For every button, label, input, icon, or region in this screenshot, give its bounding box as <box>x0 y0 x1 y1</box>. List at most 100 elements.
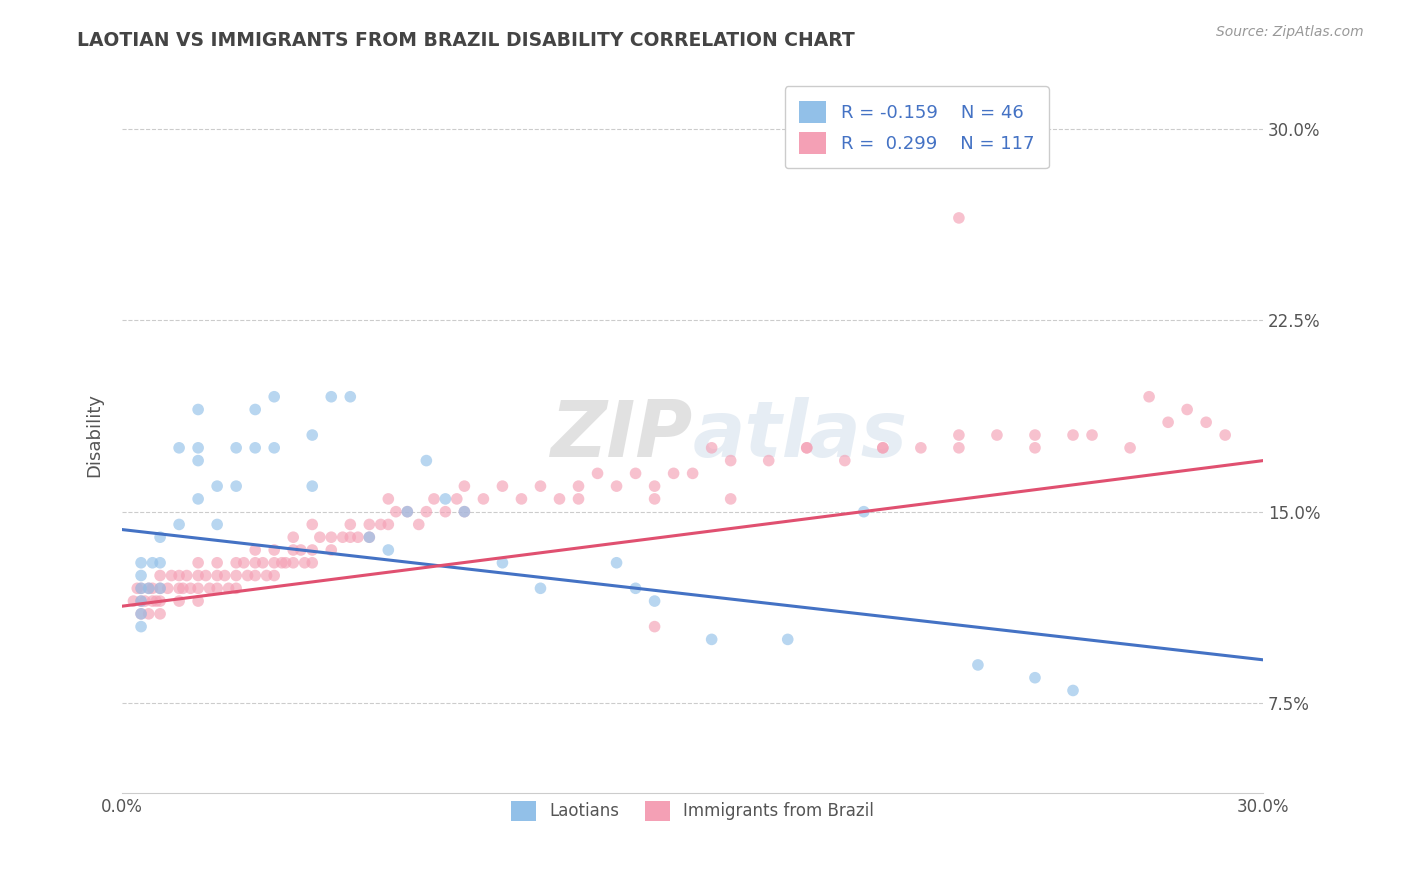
Point <box>332 530 354 544</box>
Point <box>339 517 361 532</box>
Point <box>205 479 228 493</box>
Point <box>236 568 259 582</box>
Text: ZIP: ZIP <box>550 397 693 473</box>
Text: Source: ZipAtlas.com: Source: ZipAtlas.com <box>1216 25 1364 39</box>
Point <box>301 479 323 493</box>
Point <box>301 517 323 532</box>
Point <box>796 441 818 455</box>
Point <box>301 428 323 442</box>
Point <box>377 517 399 532</box>
Point <box>243 556 266 570</box>
Point <box>263 390 285 404</box>
Point <box>290 543 312 558</box>
Point <box>796 441 818 455</box>
Point <box>948 428 970 442</box>
Point <box>586 467 609 481</box>
Point <box>176 568 198 582</box>
Point <box>167 441 190 455</box>
Point <box>187 568 209 582</box>
Point <box>149 607 172 621</box>
Point <box>434 491 457 506</box>
Point <box>167 517 190 532</box>
Point <box>720 491 742 506</box>
Point <box>252 556 274 570</box>
Point <box>243 402 266 417</box>
Point <box>145 594 167 608</box>
Point <box>1157 415 1180 429</box>
Point <box>243 441 266 455</box>
Point <box>167 582 190 596</box>
Point <box>127 582 149 596</box>
Point <box>986 428 1008 442</box>
Point <box>347 530 370 544</box>
Point <box>198 582 221 596</box>
Point <box>225 441 247 455</box>
Point <box>283 556 305 570</box>
Point <box>1175 402 1198 417</box>
Point <box>225 556 247 570</box>
Point <box>720 453 742 467</box>
Point <box>167 594 190 608</box>
Text: LAOTIAN VS IMMIGRANTS FROM BRAZIL DISABILITY CORRELATION CHART: LAOTIAN VS IMMIGRANTS FROM BRAZIL DISABI… <box>77 31 855 50</box>
Point <box>644 491 666 506</box>
Point <box>415 505 437 519</box>
Point <box>129 556 152 570</box>
Point <box>243 543 266 558</box>
Point <box>700 441 723 455</box>
Point <box>205 556 228 570</box>
Legend: Laotians, Immigrants from Brazil: Laotians, Immigrants from Brazil <box>498 788 887 834</box>
Point <box>134 594 156 608</box>
Point <box>359 530 381 544</box>
Point <box>172 582 194 596</box>
Point <box>243 568 266 582</box>
Point <box>644 594 666 608</box>
Point <box>339 390 361 404</box>
Point <box>1213 428 1236 442</box>
Point <box>872 441 894 455</box>
Point <box>1137 390 1160 404</box>
Point <box>529 479 551 493</box>
Point <box>225 568 247 582</box>
Point <box>141 556 163 570</box>
Y-axis label: Disability: Disability <box>86 393 103 477</box>
Point <box>187 556 209 570</box>
Text: atlas: atlas <box>693 397 908 473</box>
Point <box>377 543 399 558</box>
Point <box>308 530 330 544</box>
Point <box>180 582 202 596</box>
Point <box>624 582 647 596</box>
Point <box>606 479 628 493</box>
Point <box>967 657 990 672</box>
Point <box>321 390 343 404</box>
Point <box>606 556 628 570</box>
Point <box>472 491 495 506</box>
Point <box>1024 671 1046 685</box>
Point <box>910 441 932 455</box>
Point <box>205 517 228 532</box>
Point <box>1024 428 1046 442</box>
Point <box>1119 441 1142 455</box>
Point <box>214 568 236 582</box>
Point <box>225 479 247 493</box>
Point <box>301 556 323 570</box>
Point <box>194 568 217 582</box>
Point <box>129 568 152 582</box>
Point <box>662 467 685 481</box>
Point <box>491 479 513 493</box>
Point <box>567 491 589 506</box>
Point <box>1062 428 1084 442</box>
Point <box>377 491 399 506</box>
Point <box>408 517 430 532</box>
Point <box>415 453 437 467</box>
Point <box>270 556 292 570</box>
Point <box>567 479 589 493</box>
Point <box>385 505 408 519</box>
Point <box>423 491 446 506</box>
Point <box>263 543 285 558</box>
Point <box>129 594 152 608</box>
Point <box>948 211 970 225</box>
Point <box>138 607 160 621</box>
Point <box>232 556 254 570</box>
Point <box>129 619 152 633</box>
Point <box>141 594 163 608</box>
